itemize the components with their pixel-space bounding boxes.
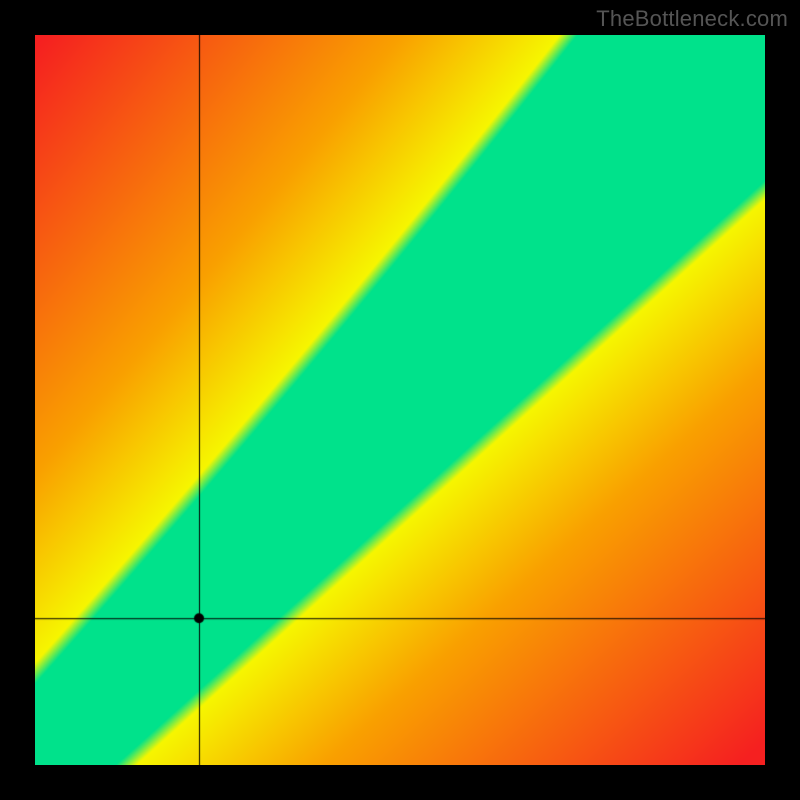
chart-container: TheBottleneck.com: [0, 0, 800, 800]
plot-area: [35, 35, 765, 765]
heatmap-canvas: [35, 35, 765, 765]
watermark-text: TheBottleneck.com: [596, 6, 788, 32]
